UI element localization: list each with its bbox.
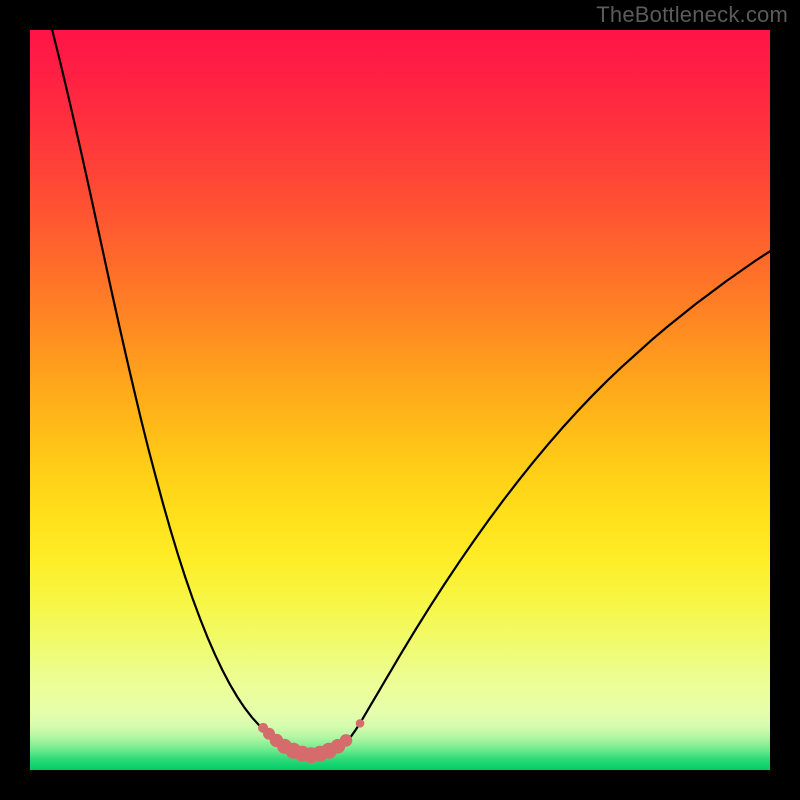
marker-group [258,719,364,763]
curve-left [52,30,281,743]
chart-svg [30,30,770,770]
marker-dot [356,719,365,728]
marker-dot [340,734,353,747]
watermark-text: TheBottleneck.com [596,2,788,28]
plot-area [30,30,770,770]
curve-right [348,251,770,740]
